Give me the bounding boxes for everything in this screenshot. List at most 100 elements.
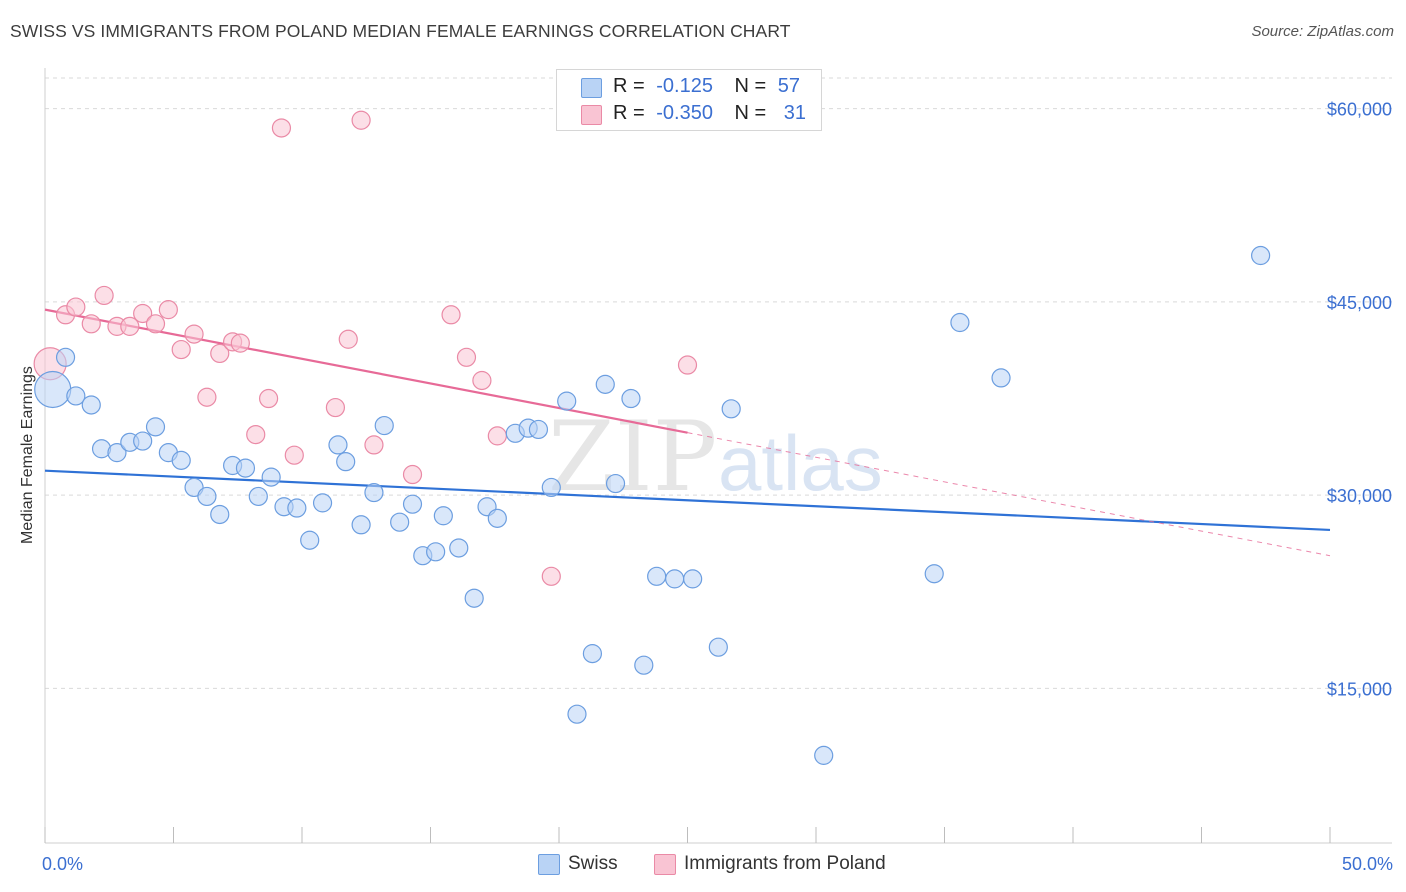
- swiss-point: [351, 515, 371, 535]
- legend-n-value: 57: [777, 75, 801, 97]
- swiss-point: [582, 644, 603, 664]
- legend-swatch-swiss: [538, 854, 560, 875]
- swiss-point: [487, 508, 507, 528]
- legend-n-label: N =: [734, 75, 767, 97]
- swiss-point: [683, 569, 703, 589]
- swiss-point: [287, 498, 307, 518]
- legend-n-value: 31: [783, 102, 807, 124]
- poland-point: [325, 397, 346, 418]
- poland-point: [284, 445, 304, 465]
- swiss-point: [374, 415, 394, 436]
- poland-point: [541, 566, 561, 586]
- legend-r-label: R =: [613, 102, 645, 124]
- swiss-point: [81, 395, 101, 415]
- swiss-point: [595, 374, 615, 394]
- y-tick-label: $15,000: [1327, 679, 1392, 699]
- poland-point: [171, 339, 191, 360]
- swiss-point: [634, 655, 654, 675]
- swiss-point: [991, 368, 1011, 388]
- x-tick-label: 50.0%: [1342, 854, 1393, 874]
- swiss-point: [248, 486, 268, 507]
- swiss-point: [402, 494, 423, 514]
- poland-point: [94, 285, 114, 306]
- poland-point: [456, 347, 477, 367]
- legend-swatch-swiss: [581, 78, 602, 98]
- poland-point: [402, 464, 423, 485]
- correlation-legend: R = -0.125 N = 57 R = -0.350 N = 31: [556, 69, 822, 131]
- legend-n-label: N =: [734, 102, 767, 124]
- swiss-trend: [44, 469, 1331, 532]
- watermark-zip: ZIP: [548, 401, 717, 513]
- swiss-point: [464, 588, 484, 608]
- swiss-point: [328, 435, 348, 455]
- swiss-point: [390, 512, 410, 532]
- legend-swatch-poland: [654, 854, 676, 875]
- swiss-point: [235, 458, 256, 478]
- swiss-point: [708, 637, 728, 657]
- swiss-point: [55, 347, 76, 367]
- swiss-point: [171, 450, 191, 470]
- poland-point: [441, 305, 461, 325]
- swiss-point: [210, 504, 230, 525]
- swiss-point: [34, 370, 72, 409]
- swiss-point: [66, 386, 86, 406]
- poland-point: [472, 370, 492, 391]
- axes: [44, 68, 1392, 844]
- legend-label-poland: Immigrants from Poland: [684, 853, 886, 874]
- swiss-point: [557, 391, 577, 411]
- poland-point: [271, 118, 292, 138]
- y-tick-label: $30,000: [1327, 486, 1392, 506]
- swiss-point: [426, 542, 446, 562]
- swiss-points: [34, 245, 1271, 765]
- swiss-point: [300, 530, 320, 550]
- axis-ticks: $15,000 $30,000 $45,000 $60,000 0.0% 50.0%: [42, 100, 1393, 874]
- legend-r-value: -0.125: [656, 75, 713, 97]
- poland-point: [364, 435, 384, 455]
- poland-point: [351, 110, 371, 130]
- grid-lines: [45, 77, 1392, 689]
- swiss-point: [567, 704, 587, 724]
- swiss-point: [133, 431, 153, 451]
- poland-point: [230, 333, 250, 353]
- poland-point: [66, 297, 86, 317]
- swiss-point: [261, 467, 281, 487]
- swiss-point: [336, 452, 356, 472]
- swiss-point: [528, 419, 549, 440]
- poland-point: [145, 314, 166, 334]
- swiss-point: [814, 745, 834, 765]
- swiss-point: [433, 506, 453, 526]
- swiss-point: [364, 482, 384, 503]
- swiss-point: [665, 569, 685, 589]
- poland-point: [677, 355, 698, 375]
- poland-point: [120, 316, 140, 336]
- swiss-point: [449, 538, 469, 558]
- chart-title: SWISS VS IMMIGRANTS FROM POLAND MEDIAN F…: [10, 21, 791, 41]
- legend-swatch-poland: [581, 105, 602, 125]
- poland-point: [197, 387, 217, 407]
- poland-point: [338, 329, 358, 349]
- poland-point: [158, 300, 178, 320]
- poland-point: [210, 343, 230, 364]
- swiss-point: [541, 477, 561, 498]
- swiss-point: [950, 312, 970, 333]
- poland-point: [487, 426, 507, 446]
- source-credit: Source: ZipAtlas.com: [1251, 23, 1394, 40]
- swiss-point: [721, 399, 741, 419]
- poland-point: [246, 424, 266, 445]
- y-tick-label: $60,000: [1327, 100, 1392, 120]
- poland-point: [184, 324, 204, 344]
- x-tick-label: 0.0%: [42, 854, 83, 874]
- poland-point: [133, 303, 153, 324]
- poland-points: [33, 110, 698, 586]
- poland-point: [258, 388, 279, 409]
- y-tick-label: $45,000: [1327, 293, 1392, 313]
- swiss-trend-line: [44, 469, 1331, 532]
- swiss-point: [924, 564, 944, 584]
- poland-point: [81, 314, 101, 334]
- swiss-point: [1251, 245, 1271, 266]
- swiss-point: [621, 388, 641, 409]
- swiss-point: [605, 473, 626, 494]
- series-legend: Swiss Immigrants from Poland: [0, 853, 1406, 877]
- swiss-point: [107, 443, 127, 463]
